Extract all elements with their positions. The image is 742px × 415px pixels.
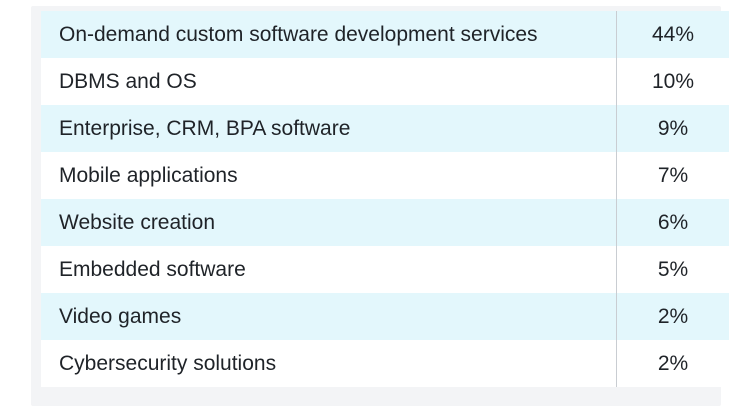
row-value: 2% bbox=[616, 293, 729, 340]
table-row: DBMS and OS 10% bbox=[41, 58, 729, 105]
table-row: Cybersecurity solutions 2% bbox=[41, 340, 729, 387]
row-value: 6% bbox=[616, 199, 729, 246]
row-label: Mobile applications bbox=[41, 152, 617, 199]
row-value: 7% bbox=[616, 152, 729, 199]
row-value: 2% bbox=[616, 340, 729, 387]
row-label: DBMS and OS bbox=[41, 58, 617, 105]
row-label: Embedded software bbox=[41, 246, 617, 293]
row-value: 9% bbox=[616, 105, 729, 152]
table-row: On-demand custom software development se… bbox=[41, 11, 729, 58]
row-value: 5% bbox=[616, 246, 729, 293]
table-row: Embedded software 5% bbox=[41, 246, 729, 293]
table-row: Video games 2% bbox=[41, 293, 729, 340]
table-body: On-demand custom software development se… bbox=[41, 11, 729, 387]
row-value: 10% bbox=[616, 58, 729, 105]
data-table: On-demand custom software development se… bbox=[41, 11, 729, 387]
table-row: Enterprise, CRM, BPA software 9% bbox=[41, 105, 729, 152]
table-row: Website creation 6% bbox=[41, 199, 729, 246]
table-row: Mobile applications 7% bbox=[41, 152, 729, 199]
row-label: Video games bbox=[41, 293, 617, 340]
row-label: Enterprise, CRM, BPA software bbox=[41, 105, 617, 152]
row-label: On-demand custom software development se… bbox=[41, 11, 617, 58]
row-label: Website creation bbox=[41, 199, 617, 246]
row-value: 44% bbox=[616, 11, 729, 58]
row-label: Cybersecurity solutions bbox=[41, 340, 617, 387]
